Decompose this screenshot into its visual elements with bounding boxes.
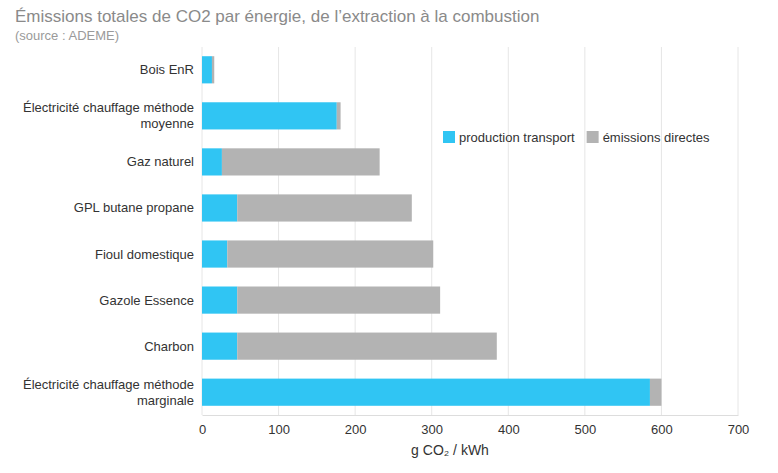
- tick: 700: [728, 415, 750, 437]
- tick: 600: [651, 415, 673, 437]
- tick: 100: [268, 415, 290, 437]
- x-axis: 0 100 200 300 400 500 600 700: [199, 415, 749, 437]
- tick-label: 600: [651, 422, 673, 437]
- bar: [222, 148, 380, 175]
- bar: [227, 240, 433, 267]
- tick: Fioul domestique: [95, 247, 194, 262]
- bar: [202, 240, 227, 267]
- legend-label: production transport: [459, 130, 575, 145]
- bar: [202, 333, 237, 360]
- category-label: Bois EnR: [140, 62, 194, 77]
- tick: GPL butane propane: [74, 200, 194, 215]
- tick-label: 300: [421, 422, 443, 437]
- subtitle: (source : ADEME): [15, 28, 119, 43]
- y-axis: Bois EnR Électricité chauffage méthodemoy…: [23, 62, 194, 407]
- legend-label: émissions directes: [603, 130, 710, 145]
- legend-swatch: [443, 131, 455, 143]
- grid-line: [278, 47, 279, 415]
- bar: [237, 194, 412, 221]
- bar: [650, 379, 661, 406]
- bar: [237, 286, 440, 313]
- bar: [212, 56, 214, 83]
- tick: 300: [421, 415, 443, 437]
- category-label: Gazole Essence: [99, 293, 194, 308]
- series: [202, 56, 650, 406]
- grid-line: [584, 47, 585, 415]
- bar: [202, 194, 237, 221]
- tick: 200: [345, 415, 367, 437]
- tick: 500: [575, 415, 597, 437]
- bar: [202, 148, 222, 175]
- bar: [202, 102, 337, 129]
- category-label: Électricité chauffage méthodemarginale: [23, 377, 194, 408]
- grid-line: [661, 47, 662, 415]
- tick-label: 400: [498, 422, 520, 437]
- tick: Gazole Essence: [99, 293, 194, 308]
- tick: Électricité chauffage méthodemarginale: [23, 377, 194, 408]
- grid-line: [431, 47, 432, 415]
- tick-label: 200: [345, 422, 367, 437]
- bar: [337, 102, 341, 129]
- grid-line: [738, 47, 739, 415]
- grid-line: [508, 47, 509, 415]
- tick: Charbon: [144, 339, 194, 354]
- bar: [202, 286, 237, 313]
- category-label: Électricité chauffage méthodemoyenne: [23, 100, 194, 131]
- axis-line: [203, 415, 739, 416]
- tick-label: 0: [199, 422, 206, 437]
- category-label: Gaz naturel: [127, 154, 194, 169]
- grid: [202, 47, 738, 415]
- legend: production transport émissions directes: [443, 130, 710, 145]
- series: [212, 56, 661, 406]
- tick-label: 700: [728, 422, 750, 437]
- tick-label: 500: [575, 422, 597, 437]
- chart: Émissions totales de CO2 par énergie, de…: [0, 0, 778, 473]
- tick: Gaz naturel: [127, 154, 194, 169]
- bar: [202, 56, 212, 83]
- tick: 400: [498, 415, 520, 437]
- legend-swatch: [587, 131, 599, 143]
- plot: 0 100 200 300 400 500 600 700 g CO₂ / kWh Bois En…: [23, 47, 749, 458]
- tick: Électricité chauffage méthodemoyenne: [23, 100, 194, 131]
- category-label: GPL butane propane: [74, 200, 194, 215]
- grid-line: [355, 47, 356, 415]
- category-label: Charbon: [144, 339, 194, 354]
- category-label: Fioul domestique: [95, 247, 194, 262]
- bars: [202, 56, 661, 406]
- tick: Bois EnR: [140, 62, 194, 77]
- bar: [202, 379, 650, 406]
- tick-label: 100: [268, 422, 290, 437]
- x-axis-title: g CO₂ / kWh: [411, 442, 489, 458]
- bar: [237, 333, 497, 360]
- title: Émissions totales de CO2 par énergie, de…: [15, 7, 539, 26]
- tick: 0: [199, 415, 206, 437]
- grid-line: [202, 47, 203, 415]
